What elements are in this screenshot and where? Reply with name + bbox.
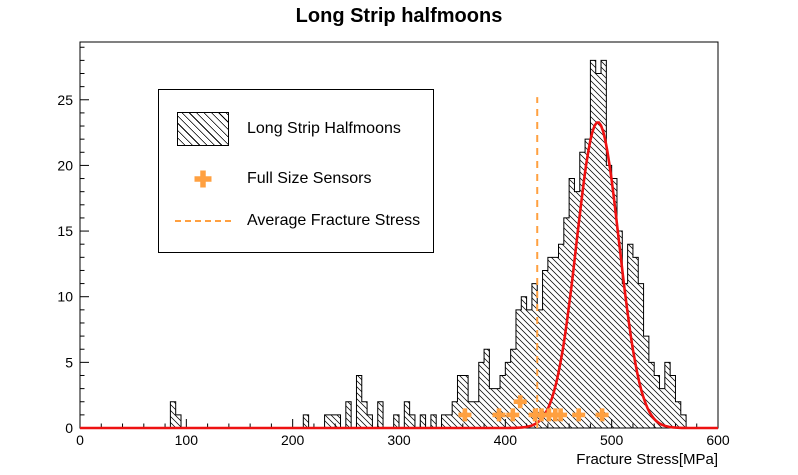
full-size-sensor-marker	[572, 408, 586, 422]
x-tick-label: 600	[706, 432, 730, 448]
legend-icon-cell	[159, 220, 247, 222]
full-size-sensor-marker	[554, 408, 568, 422]
y-tick-label: 0	[65, 420, 73, 436]
x-tick-label: 400	[494, 432, 518, 448]
legend-item-average: Average Fracture Stress	[159, 212, 433, 230]
full-size-sensor-marker	[595, 408, 609, 422]
legend-label-halfmoons: Long Strip Halfmoons	[247, 120, 401, 137]
chart-title: Long Strip halfmoons	[295, 5, 503, 27]
legend-item-halfmoons: Long Strip Halfmoons	[159, 112, 433, 146]
gaussian-fit-curve	[80, 121, 718, 430]
full-size-sensor-marker	[506, 408, 520, 422]
x-tick-label: 0	[76, 432, 84, 448]
legend-icon-cell	[159, 168, 247, 190]
cross-marker-icon	[194, 170, 212, 188]
full-size-sensor-marker	[492, 408, 506, 422]
full-size-sensor-marker	[513, 395, 527, 409]
legend-icon-cell	[159, 112, 247, 146]
legend-item-sensors: Full Size Sensors	[159, 168, 433, 190]
x-axis-title: Fracture Stress[MPa]	[576, 451, 718, 468]
x-tick-label: 300	[387, 432, 411, 448]
legend-label-sensors: Full Size Sensors	[247, 170, 372, 187]
full-size-sensor-marker	[458, 408, 472, 422]
y-tick-label: 15	[57, 223, 73, 239]
y-tick-label: 10	[57, 289, 73, 305]
hatched-swatch-icon	[177, 112, 229, 146]
y-tick-label: 20	[57, 157, 73, 173]
y-tick-label: 25	[57, 92, 73, 108]
x-tick-label: 100	[175, 432, 199, 448]
x-tick-label: 500	[600, 432, 624, 448]
y-tick-label: 5	[65, 354, 73, 370]
legend-label-average: Average Fracture Stress	[247, 212, 421, 229]
dashed-line-icon	[175, 220, 231, 222]
legend: Long Strip Halfmoons Full Size Sensors A…	[158, 89, 434, 253]
x-tick-label: 200	[281, 432, 305, 448]
